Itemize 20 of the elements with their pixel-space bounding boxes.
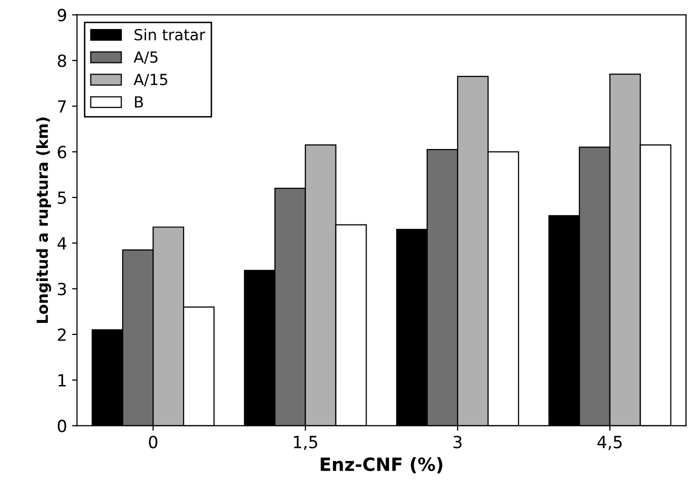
y-tick-label: 0 [58, 420, 66, 432]
y-tick-label: 3 [58, 282, 66, 296]
legend-label: Sin tratar [134, 28, 206, 40]
y-tick-label: 5 [58, 192, 66, 204]
legend-label: B [135, 96, 143, 108]
y-tick-label: 8 [58, 54, 66, 68]
x-tick-label: 0 [148, 436, 158, 448]
y-tick-label: 2 [58, 328, 66, 341]
y-tick-label: 7 [58, 100, 66, 112]
x-tick-label: 3 [454, 436, 462, 448]
y-axis-title: Longitud a ruptura (km) [36, 118, 52, 323]
y-tick-label: 1 [58, 374, 66, 386]
x-tick-label: 4,5 [597, 436, 622, 450]
y-tick-label: 4 [57, 237, 66, 250]
y-tick-label: 6 [58, 146, 66, 158]
legend-label: A/5 [134, 51, 158, 64]
legend-label: A/15 [134, 74, 168, 86]
x-tick-label: 1,5 [294, 436, 318, 450]
y-tick-label: 9 [58, 8, 66, 22]
x-axis-title: Enz-CNF (%) [320, 457, 442, 474]
